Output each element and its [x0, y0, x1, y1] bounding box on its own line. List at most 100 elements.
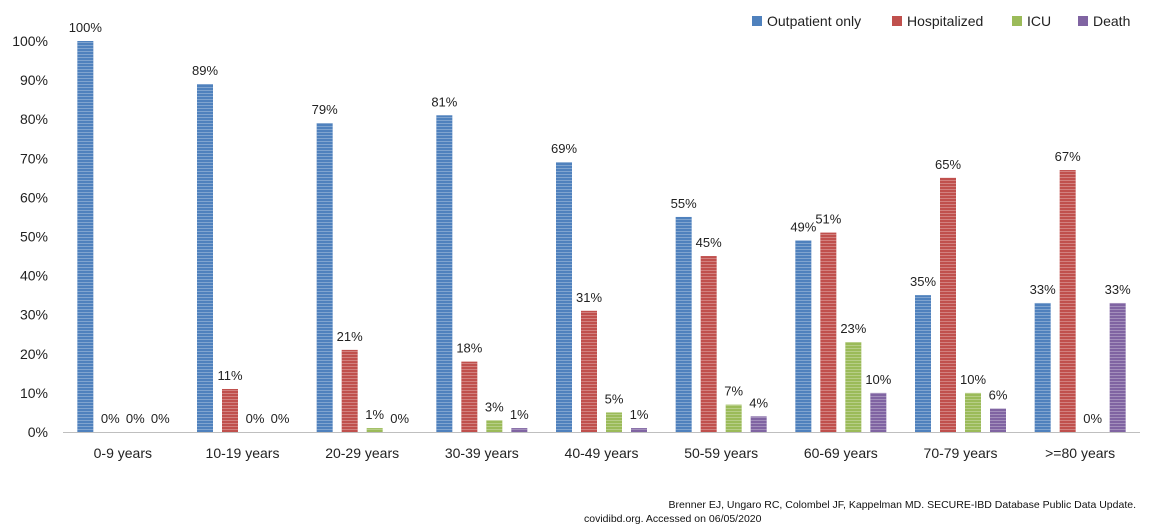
- legend: Outpatient only Hospitalized ICU Death: [752, 13, 1130, 29]
- x-category-label: 0-9 years: [94, 445, 152, 461]
- bar-hatch-overlay: [725, 404, 742, 432]
- y-tick-label: 10%: [20, 385, 48, 401]
- y-tick-label: 30%: [20, 307, 48, 323]
- y-tick-label: 100%: [12, 33, 48, 49]
- data-label: 89%: [192, 63, 218, 78]
- data-label: 55%: [671, 196, 697, 211]
- data-label: 11%: [217, 368, 242, 383]
- y-tick-label: 50%: [20, 229, 48, 245]
- data-label: 69%: [551, 141, 577, 156]
- y-tick-label: 90%: [20, 72, 48, 88]
- legend-label: Outpatient only: [767, 13, 861, 29]
- bar-hatch-overlay: [965, 392, 981, 432]
- bar-hatch-overlay: [1059, 170, 1076, 432]
- data-label: 81%: [431, 94, 457, 109]
- legend-swatch: [752, 16, 762, 26]
- data-label: 33%: [1105, 282, 1131, 297]
- legend-swatch: [1012, 16, 1022, 26]
- bar-hatch-overlay: [845, 342, 862, 432]
- data-label: 0%: [246, 411, 265, 426]
- source-line-2: covidibd.org. Accessed on 06/05/2020: [584, 513, 762, 525]
- bar-hatch-overlay: [366, 428, 383, 432]
- data-label: 65%: [935, 157, 961, 172]
- data-label: 4%: [749, 395, 768, 410]
- legend-swatch: [892, 16, 902, 26]
- source-line-1: Brenner EJ, Ungaro RC, Colombel JF, Kapp…: [669, 499, 1136, 511]
- bar-hatch-overlay: [631, 428, 647, 432]
- bar-hatch-overlay: [700, 256, 717, 432]
- x-category-label: 50-59 years: [684, 445, 758, 461]
- x-category-label: >=80 years: [1045, 445, 1115, 461]
- bar-hatch-overlay: [915, 295, 931, 432]
- legend-label: Hospitalized: [907, 13, 983, 29]
- bar-hatch-overlay: [940, 177, 956, 432]
- data-label: 0%: [126, 411, 145, 426]
- y-tick-label: 80%: [20, 111, 48, 127]
- data-label: 6%: [989, 388, 1008, 403]
- data-label: 45%: [696, 235, 722, 250]
- bar-hatch-overlay: [1034, 302, 1051, 432]
- legend-swatch: [1078, 16, 1088, 26]
- bar-hatch-overlay: [486, 420, 503, 432]
- data-label: 100%: [69, 20, 103, 35]
- bar-hatch-overlay: [436, 115, 453, 432]
- data-label: 21%: [337, 329, 363, 344]
- bar-hatch-overlay: [77, 41, 94, 432]
- bar-hatch-overlay: [795, 240, 812, 432]
- y-tick-label: 20%: [20, 346, 48, 362]
- bar-hatch-overlay: [222, 388, 238, 432]
- bar-hatch-overlay: [316, 123, 333, 433]
- data-label: 51%: [815, 212, 841, 227]
- data-label: 0%: [390, 411, 409, 426]
- data-label: 23%: [840, 321, 866, 336]
- data-label: 0%: [151, 411, 170, 426]
- data-label: 7%: [724, 384, 743, 399]
- data-label: 0%: [101, 411, 120, 426]
- data-label: 67%: [1055, 149, 1081, 164]
- x-category-label: 40-49 years: [565, 445, 639, 461]
- y-tick-label: 0%: [28, 424, 48, 440]
- bar-hatch-overlay: [750, 416, 767, 432]
- data-label: 3%: [485, 399, 504, 414]
- legend-label: ICU: [1027, 13, 1051, 29]
- data-label: 49%: [790, 219, 816, 234]
- data-label: 33%: [1030, 282, 1056, 297]
- source-note: Brenner EJ, Ungaro RC, Colombel JF, Kapp…: [584, 499, 1136, 525]
- bar-hatch-overlay: [675, 216, 692, 432]
- bar-hatch-overlay: [606, 412, 622, 432]
- data-label: 0%: [1083, 411, 1102, 426]
- data-label: 18%: [456, 341, 482, 356]
- y-tick-label: 60%: [20, 189, 48, 205]
- data-label: 0%: [271, 411, 290, 426]
- data-label: 10%: [960, 372, 986, 387]
- bar-hatch-overlay: [870, 392, 887, 432]
- x-category-label: 60-69 years: [804, 445, 878, 461]
- data-label: 31%: [576, 290, 602, 305]
- data-label: 1%: [630, 407, 649, 422]
- bars-group: 100% 0% 0% 0% 89% 11% 0% 0% 79% 21% 1% 0% 81% 18% 3% 1%…: [69, 20, 1131, 433]
- data-label: 1%: [510, 407, 529, 422]
- bar-hatch-overlay: [990, 408, 1006, 432]
- bar-hatch-overlay: [511, 428, 528, 432]
- bar-hatch-overlay: [461, 361, 478, 432]
- bar-hatch-overlay: [341, 349, 358, 432]
- bar-hatch-overlay: [1109, 302, 1126, 432]
- bar-hatch-overlay: [820, 232, 837, 432]
- data-label: 10%: [865, 372, 891, 387]
- x-category-label: 70-79 years: [924, 445, 998, 461]
- legend-label: Death: [1093, 13, 1130, 29]
- data-label: 5%: [605, 391, 624, 406]
- data-label: 79%: [312, 102, 338, 117]
- bar-hatch-overlay: [556, 162, 572, 432]
- bar-hatch-overlay: [581, 310, 597, 432]
- x-category-label: 10-19 years: [206, 445, 280, 461]
- x-category-label: 30-39 years: [445, 445, 519, 461]
- y-tick-label: 40%: [20, 268, 48, 284]
- x-category-label: 20-29 years: [325, 445, 399, 461]
- data-label: 1%: [365, 407, 384, 422]
- y-tick-label: 70%: [20, 150, 48, 166]
- y-axis: 0% 10% 20% 30% 40% 50% 60% 70% 80% 90% 100%: [12, 33, 48, 440]
- bar-hatch-overlay: [197, 84, 213, 432]
